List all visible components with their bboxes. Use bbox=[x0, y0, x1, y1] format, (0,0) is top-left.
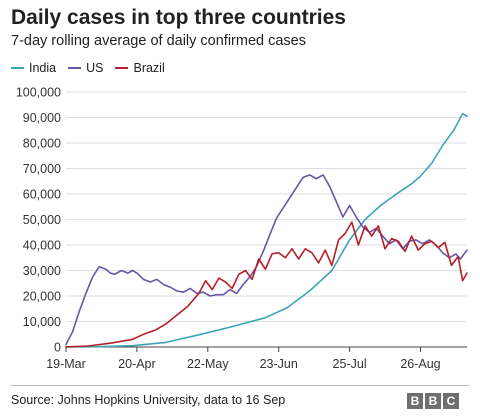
y-tick-label: 0 bbox=[54, 341, 61, 355]
x-tick-label: 23-Jun bbox=[260, 357, 298, 371]
series-line-brazil bbox=[65, 221, 468, 348]
x-tick-label: 26-Aug bbox=[400, 357, 440, 371]
legend-swatch-brazil bbox=[115, 67, 129, 69]
y-tick-label: 40,000 bbox=[23, 239, 61, 253]
x-tick-label: 22-May bbox=[187, 357, 229, 371]
legend-swatch-us bbox=[68, 67, 82, 69]
chart-subtitle: 7-day rolling average of daily confirmed… bbox=[11, 33, 306, 49]
y-tick-label: 60,000 bbox=[23, 188, 61, 202]
legend-swatch-india bbox=[11, 67, 24, 69]
bbc-logo-letter: B bbox=[407, 393, 423, 409]
y-tick-label: 50,000 bbox=[23, 213, 61, 227]
x-tick-label: 20-Apr bbox=[118, 357, 156, 371]
legend-label-india: India bbox=[29, 61, 57, 75]
source-note: Source: Johns Hopkins University, data t… bbox=[11, 393, 286, 407]
legend-item-brazil: Brazil bbox=[115, 61, 165, 75]
series-line-india bbox=[65, 112, 468, 348]
y-tick-label: 90,000 bbox=[23, 111, 61, 125]
y-tick-label: 70,000 bbox=[23, 162, 61, 176]
bbc-logo-letter: C bbox=[443, 393, 459, 409]
legend: India US Brazil bbox=[11, 61, 177, 75]
bbc-logo: B B C bbox=[405, 393, 459, 409]
y-tick-label: 80,000 bbox=[23, 137, 61, 151]
legend-label-us: US bbox=[86, 61, 104, 75]
x-tick-label: 25-Jul bbox=[333, 357, 367, 371]
bbc-logo-letter: B bbox=[425, 393, 441, 409]
legend-label-brazil: Brazil bbox=[133, 61, 165, 75]
x-tick-label: 19-Mar bbox=[46, 357, 86, 371]
footer-divider bbox=[11, 385, 469, 386]
y-tick-label: 20,000 bbox=[23, 290, 61, 304]
y-tick-label: 30,000 bbox=[23, 264, 61, 278]
legend-item-us: US bbox=[68, 61, 103, 75]
y-tick-label: 100,000 bbox=[16, 86, 61, 100]
legend-item-india: India bbox=[11, 61, 56, 75]
y-tick-label: 10,000 bbox=[23, 315, 61, 329]
series-line-us bbox=[65, 174, 468, 346]
chart-title: Daily cases in top three countries bbox=[11, 6, 346, 29]
